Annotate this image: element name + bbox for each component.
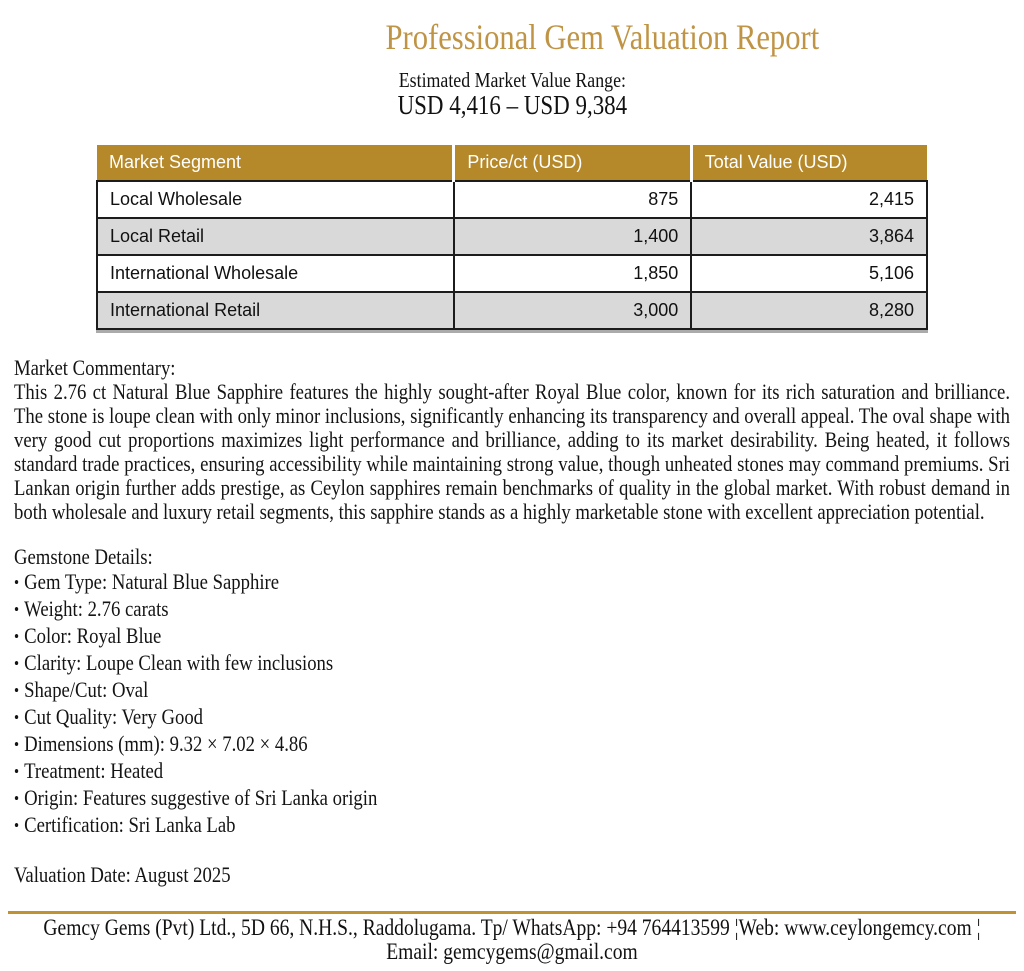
bullet-icon: • <box>14 600 20 619</box>
bullet-icon: • <box>14 762 20 781</box>
detail-item: • Dimensions (mm): 9.32 × 7.02 × 4.86 <box>14 731 1010 758</box>
detail-label: Gem Type: Natural Blue Sapphire <box>24 569 280 594</box>
commentary-heading: Market Commentary: <box>14 355 176 380</box>
cell-market-segment: International Retail <box>96 291 455 330</box>
cell-total-value: 5,106 <box>690 254 928 293</box>
page-title: Professional Gem Valuation Report <box>385 17 820 57</box>
cell-price-per-ct: 1,850 <box>452 254 693 293</box>
detail-label: Color: Royal Blue <box>24 623 162 648</box>
details-heading: Gemstone Details: <box>14 544 153 569</box>
table-header: Market Segment Price/ct (USD) Total Value … <box>97 145 927 182</box>
footer-email-line: Email: gemcygems@gmail.com <box>386 939 638 964</box>
cell-total-value: 2,415 <box>690 180 928 219</box>
detail-label: Weight: 2.76 carats <box>24 596 169 621</box>
cell-market-segment: International Wholesale <box>96 254 455 293</box>
bullet-icon: • <box>14 789 20 808</box>
column-header: Price/ct (USD) <box>452 145 692 182</box>
cell-price-per-ct: 3,000 <box>452 291 693 330</box>
cell-market-segment: Local Wholesale <box>96 180 455 219</box>
gemstone-details-list: • Gem Type: Natural Blue Sapphire • Weight… <box>14 569 1010 839</box>
detail-item: • Treatment: Heated <box>14 758 1010 785</box>
detail-label: Dimensions (mm): 9.32 × 7.02 × 4.86 <box>24 731 308 756</box>
detail-item: • Clarity: Loupe Clean with few inclusion… <box>14 650 1010 677</box>
detail-label: Clarity: Loupe Clean with few inclusions <box>24 650 334 675</box>
detail-item: • Gem Type: Natural Blue Sapphire <box>14 569 1010 596</box>
commentary-body: This 2.76 ct Natural Blue Sapphire featu… <box>14 379 1011 524</box>
bullet-icon: • <box>14 816 20 835</box>
column-header: Total Value (USD) <box>689 145 927 182</box>
detail-label: Origin: Features suggestive of Sri Lanka… <box>24 785 378 810</box>
bullet-icon: • <box>14 735 20 754</box>
table-row: Local Wholesale 875 2,415 <box>96 180 928 219</box>
detail-item: • Color: Royal Blue <box>14 623 1010 650</box>
table-body: Local Wholesale 875 2,415 Local Retail 1… <box>96 180 928 330</box>
detail-item: • Shape/Cut: Oval <box>14 677 1010 704</box>
detail-item: • Certification: Sri Lanka Lab <box>14 812 1010 839</box>
detail-item: • Cut Quality: Very Good <box>14 704 1010 731</box>
value-range-amount: USD 4,416 – USD 9,384 <box>397 90 627 120</box>
detail-label: Shape/Cut: Oval <box>24 677 149 702</box>
detail-label: Cut Quality: Very Good <box>24 704 204 729</box>
detail-item: • Origin: Features suggestive of Sri Lank… <box>14 785 1010 812</box>
cell-price-per-ct: 1,400 <box>452 217 693 256</box>
bullet-icon: • <box>14 654 20 673</box>
cell-market-segment: Local Retail <box>96 217 455 256</box>
report-body: Market Commentary: This 2.76 ct Natural … <box>0 356 1024 887</box>
table-row: Local Retail 1,400 3,864 <box>96 217 928 256</box>
column-header: Market Segment <box>97 145 454 182</box>
table-row: International Wholesale 1,850 5,106 <box>96 254 928 293</box>
detail-label: Treatment: Heated <box>24 758 164 783</box>
cell-total-value: 3,864 <box>690 217 928 256</box>
footer-address-line: Gemcy Gems (Pvt) Ltd., 5D 66, N.H.S., Ra… <box>43 915 981 940</box>
market-valuation-table: Market Segment Price/ct (USD) Total Value … <box>96 145 928 330</box>
footer: Gemcy Gems (Pvt) Ltd., 5D 66, N.H.S., Ra… <box>8 911 1016 964</box>
table-row: International Retail 3,000 8,280 <box>96 291 928 330</box>
bullet-icon: • <box>14 573 20 592</box>
cell-price-per-ct: 875 <box>452 180 693 219</box>
value-range-label: Estimated Market Value Range: <box>398 68 626 92</box>
bullet-icon: • <box>14 708 20 727</box>
table-header-row: Market Segment Price/ct (USD) Total Value … <box>97 145 927 182</box>
bullet-icon: • <box>14 627 20 646</box>
detail-label: Certification: Sri Lanka Lab <box>24 812 236 837</box>
valuation-date: Valuation Date: August 2025 <box>14 862 231 887</box>
detail-item: • Weight: 2.76 carats <box>14 596 1010 623</box>
bullet-icon: • <box>14 681 20 700</box>
cell-total-value: 8,280 <box>690 291 928 330</box>
